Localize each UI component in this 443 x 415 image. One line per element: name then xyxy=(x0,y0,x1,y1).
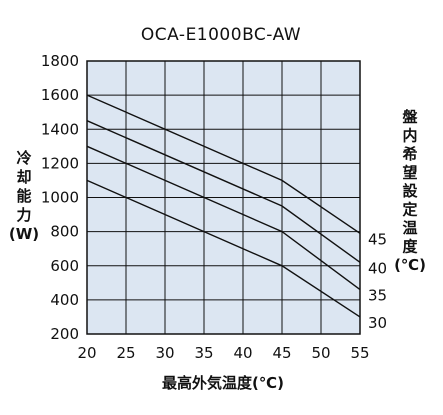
chart-title: OCA-E1000BC-AW xyxy=(141,25,301,45)
series-label-40: 40 xyxy=(368,259,387,277)
series-label-30: 30 xyxy=(368,314,387,332)
y-tick-label: 600 xyxy=(50,257,79,275)
plot-frame xyxy=(86,60,361,335)
x-tick-label: 20 xyxy=(77,344,96,362)
y-tick-label: 1600 xyxy=(41,86,79,104)
x-tick-label: 55 xyxy=(350,344,369,362)
x-tick-label: 45 xyxy=(272,344,291,362)
y-tick-label: 400 xyxy=(50,291,79,309)
y-axis-label-char: 冷 xyxy=(16,149,31,167)
y-axis-label-char: (W) xyxy=(9,225,39,243)
y-axis-label-char: 力 xyxy=(16,206,31,224)
x-tick-label: 40 xyxy=(233,344,252,362)
right-axis-label-char: 望 xyxy=(402,164,417,182)
y-tick-label: 1000 xyxy=(41,189,79,207)
right-axis-label-char: 内 xyxy=(402,127,417,145)
right-axis-label-char: 盤 xyxy=(401,108,418,126)
x-tick-label: 30 xyxy=(155,344,174,362)
x-tick-label: 25 xyxy=(116,344,135,362)
y-tick-label: 1200 xyxy=(41,154,79,172)
y-tick-label: 800 xyxy=(50,223,79,241)
right-axis-label-char: (℃) xyxy=(394,256,426,274)
right-axis-label-char: 希 xyxy=(402,145,417,163)
y-axis-label-char: 却 xyxy=(16,168,31,186)
y-tick-label: 1400 xyxy=(41,120,79,138)
right-axis-label-char: 設 xyxy=(402,182,418,200)
y-axis-label-char: 能 xyxy=(16,187,31,205)
series-label-45: 45 xyxy=(368,230,387,248)
right-axis-label-char: 度 xyxy=(402,238,418,256)
right-axis-label-char: 温 xyxy=(402,219,417,237)
x-axis-label: 最高外気温度(℃) xyxy=(162,374,284,392)
x-tick-label: 35 xyxy=(194,344,213,362)
series-label-35: 35 xyxy=(368,287,387,305)
right-axis-label-char: 定 xyxy=(402,201,417,219)
y-tick-label: 1800 xyxy=(41,52,79,70)
x-tick-label: 50 xyxy=(311,344,330,362)
y-tick-label: 200 xyxy=(50,325,79,343)
